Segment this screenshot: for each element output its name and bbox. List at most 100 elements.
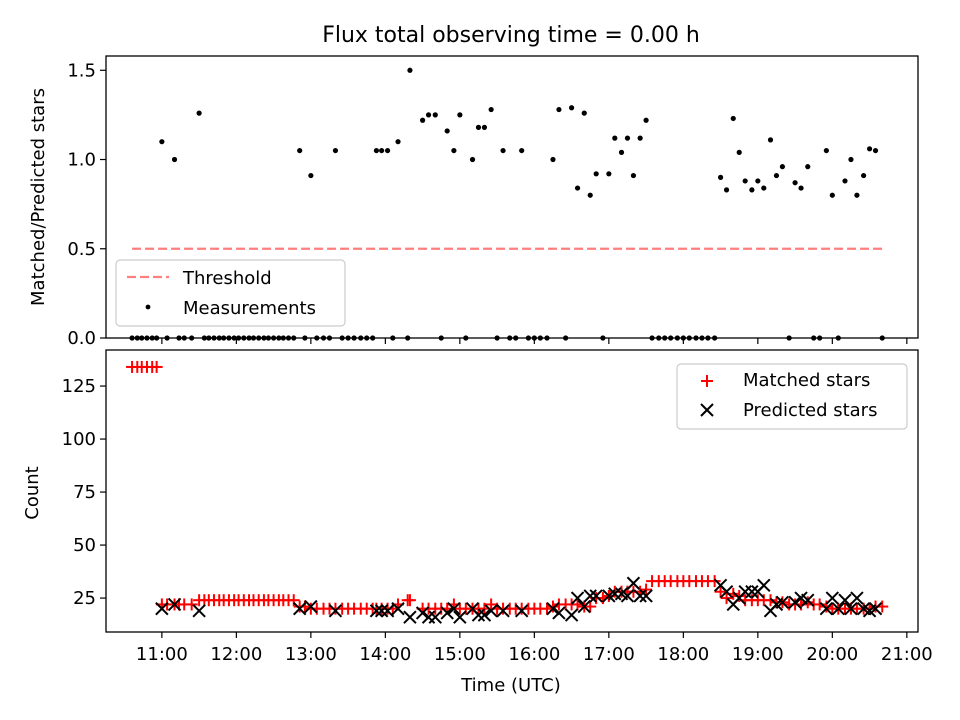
matched-star-point [801, 596, 814, 609]
bottom-y-tick-label: 75 [73, 482, 96, 503]
predicted-star-point [403, 610, 417, 624]
measurement-point [829, 192, 835, 198]
measurement-point [425, 112, 432, 118]
matched-star-point [708, 575, 721, 588]
top-y-tick-label: 0.0 [67, 328, 96, 349]
measurement-point [500, 147, 506, 154]
measurement-point [618, 149, 625, 155]
measurement-point [736, 149, 742, 155]
measurement-point [792, 180, 798, 186]
top-y-axis: 0.0 0.5 1.0 1.5 [67, 60, 106, 349]
predicted-star-point [328, 604, 343, 618]
measurement-point [606, 171, 612, 177]
predicted-star-point [484, 604, 498, 618]
top-panel: 0.0 0.5 1.0 1.5 Matched/Predicted stars Thr… [28, 55, 919, 349]
top-x-ticks [161, 338, 908, 344]
legend-matched-swatch [701, 375, 713, 387]
measurement-point [730, 115, 736, 122]
predicted-star-point [428, 610, 442, 624]
measurement-point [798, 185, 804, 191]
bottom-y-tick-label: 50 [73, 535, 96, 556]
measurement-point [407, 67, 413, 73]
bottom-plot-frame [105, 349, 919, 633]
measurement-point [872, 147, 879, 154]
bottom-y-tick-label: 100 [62, 429, 96, 450]
bottom-y-axis: 25 50 75 100 125 [62, 376, 106, 609]
measurement-point [550, 156, 556, 163]
predicted-star-point [577, 599, 591, 614]
top-y-tick-label: 0.5 [67, 239, 96, 260]
top-y-tick-label: 1.0 [67, 150, 96, 171]
measurement-point [854, 192, 860, 198]
matched-star-point [185, 598, 198, 611]
legend-threshold-label: Threshold [182, 268, 272, 289]
legend-predicted-label: Predicted stars [743, 400, 877, 421]
bottom-panel: 25 50 75 100 125 11:00 12:00 13:00 14:00 15:00 16… [22, 349, 933, 696]
bottom-y-tick-label: 125 [62, 376, 96, 397]
predicted-star-point [757, 578, 771, 593]
measurement-point [574, 185, 581, 191]
bottom-y-axis-label: Count [22, 466, 43, 519]
measurement-point [637, 135, 643, 141]
measurement-point [481, 124, 488, 130]
measurement-point [395, 139, 401, 145]
x-tick-label: 19:00 [732, 644, 784, 665]
top-legend: Threshold Measurements [115, 259, 346, 327]
predicted-star-point [719, 585, 734, 599]
matched-star-point [403, 594, 416, 607]
measurement-point [432, 112, 438, 118]
measurement-point [593, 171, 599, 177]
top-plot-frame [105, 55, 919, 339]
measurement-point [723, 187, 730, 193]
matched-star-point [820, 600, 833, 613]
predicted-star-point [304, 599, 318, 614]
x-tick-label: 11:00 [136, 644, 188, 665]
top-y-tick-label: 1.5 [67, 60, 96, 81]
predicted-star-point [514, 604, 529, 618]
x-tick-label: 21:00 [881, 644, 933, 665]
x-tick-label: 12:00 [210, 644, 262, 665]
legend-measurements-label: Measurements [183, 298, 316, 319]
predicted-star-point [639, 589, 653, 603]
predicted-star-point [589, 589, 603, 603]
measurement-point [749, 187, 755, 193]
predicted-star-point [583, 589, 597, 603]
measurement-point [866, 146, 873, 152]
predicted-star-point [838, 593, 852, 607]
x-tick-label: 16:00 [508, 644, 560, 665]
measurement-point [755, 178, 761, 184]
x-axis-label: Time (UTC) [460, 675, 561, 696]
measurement-point [587, 192, 593, 198]
predicted-star-point [850, 591, 864, 605]
x-tick-label: 18:00 [657, 644, 709, 665]
measurement-point [332, 147, 339, 154]
measurement-point [630, 172, 637, 179]
predicted-star-point [374, 604, 389, 618]
matched-star-point [764, 594, 777, 607]
predicted-star-point [477, 608, 492, 622]
x-tick-label: 15:00 [434, 644, 486, 665]
predicted-star-point [391, 601, 405, 616]
measurement-point [297, 147, 303, 154]
predicted-star-point [564, 608, 579, 622]
bottom-x-axis: 11:00 12:00 13:00 14:00 15:00 16:00 17:00 18:00… [136, 632, 933, 665]
measurement-point [457, 112, 463, 118]
matched-star-point [720, 592, 733, 605]
measurement-point [556, 106, 562, 113]
measurement-point [612, 135, 618, 141]
measurement-point [568, 105, 575, 111]
measurement-point [469, 156, 476, 163]
bottom-y-tick-label: 25 [73, 588, 96, 609]
measurement-point [848, 156, 854, 163]
measurement-point [384, 147, 391, 154]
matched-star-point [714, 585, 727, 598]
predicted-star-point [825, 591, 840, 605]
predicted-star-point [167, 597, 182, 612]
predicted-star-point [775, 595, 790, 610]
top-plot-marks [129, 67, 885, 341]
x-tick-label: 17:00 [583, 644, 635, 665]
figure-title: Flux total observing time = 0.00 h [322, 23, 700, 48]
predicted-star-point [620, 589, 635, 603]
measurement-point [643, 117, 649, 123]
predicted-star-point [819, 601, 834, 616]
